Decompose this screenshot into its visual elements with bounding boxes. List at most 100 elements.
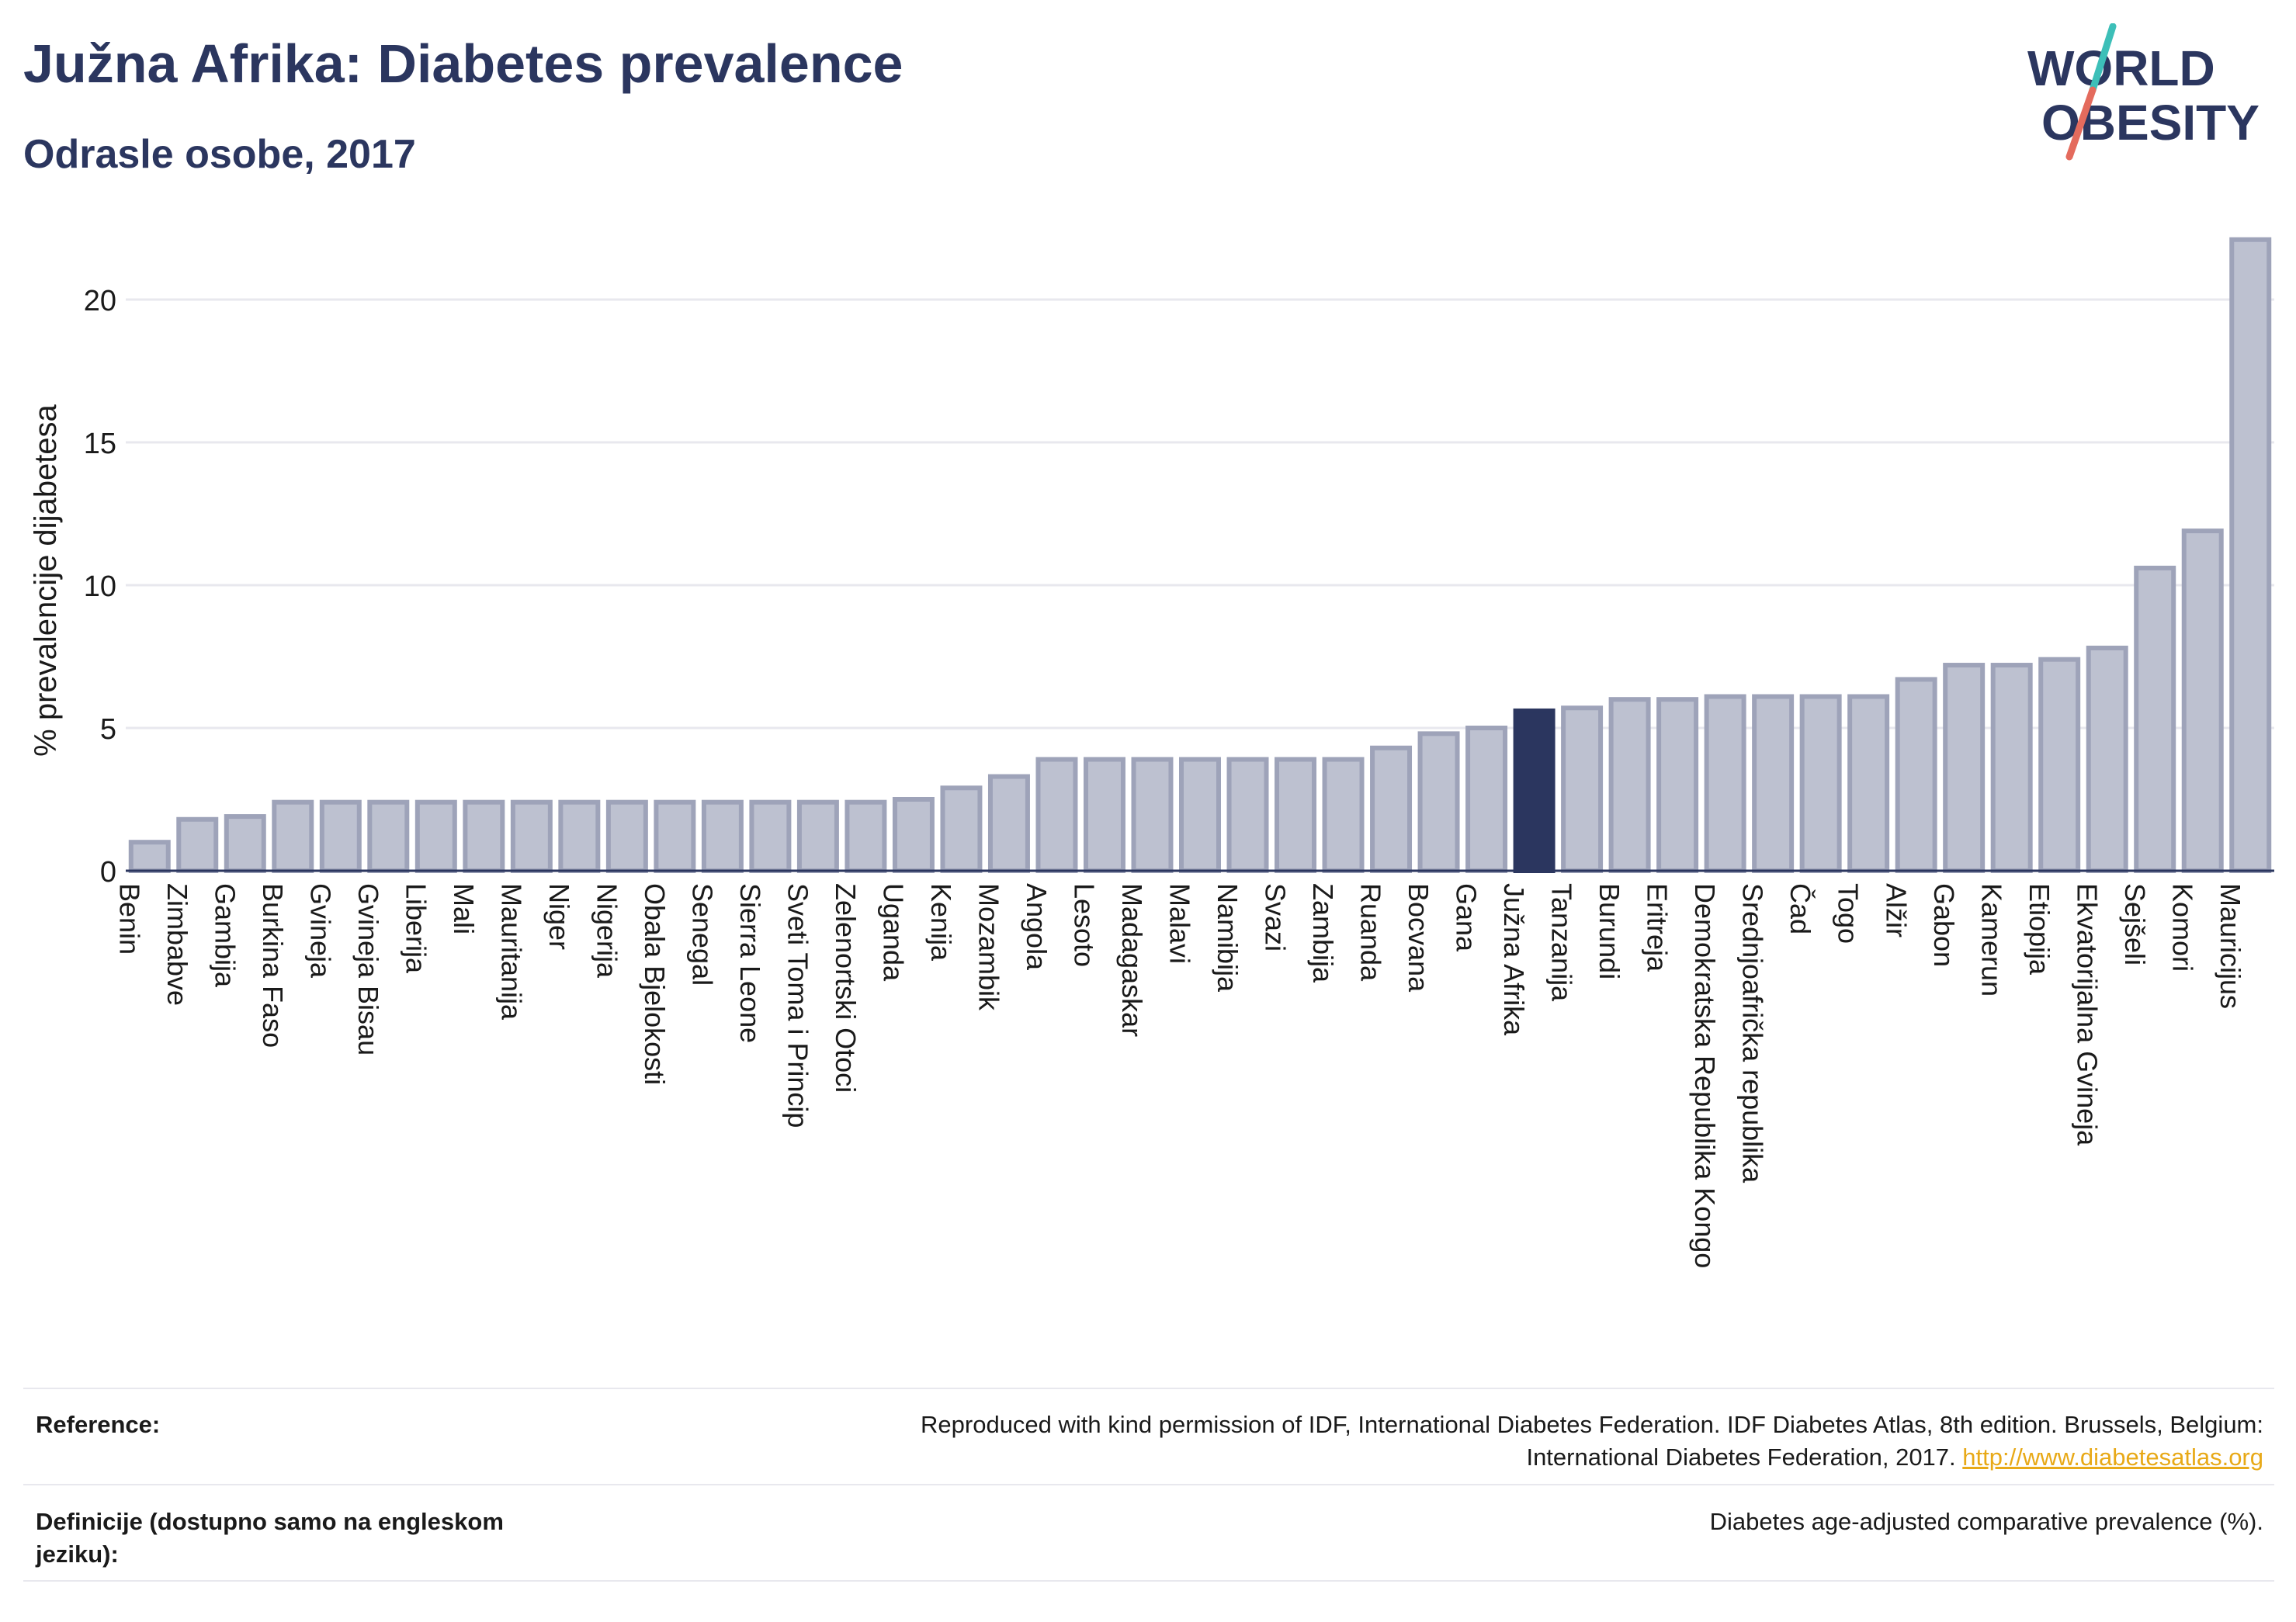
bar-gambija xyxy=(224,814,266,873)
x-tick-label: Malavi xyxy=(1164,883,1196,964)
bar-bocvana xyxy=(1417,731,1460,873)
x-tick-label: Gvineja xyxy=(304,883,336,979)
bar-uganda xyxy=(892,797,935,873)
bar-malavi xyxy=(1179,757,1221,873)
logo-text-world: WORLD xyxy=(2027,40,2215,96)
bars xyxy=(128,237,2272,874)
bar-etiopija xyxy=(2038,657,2081,873)
bar-benin xyxy=(128,840,171,873)
bar-gvineja xyxy=(319,799,362,874)
bar-namibija xyxy=(1226,757,1269,873)
x-tick-label: Niger xyxy=(543,883,575,950)
x-tick-label: Namibija xyxy=(1212,883,1243,993)
x-tick-label: Burundi xyxy=(1594,883,1625,979)
x-tick-label: Mauricijus xyxy=(2214,883,2246,1009)
bar-burkina-faso xyxy=(272,799,314,874)
bar-niger xyxy=(558,799,601,874)
bar-zimbabve xyxy=(176,816,219,874)
x-tick-label: Burkina Faso xyxy=(257,883,289,1048)
bar-sierra-leone xyxy=(749,799,792,874)
bar-srednjoafrička-republika xyxy=(1752,694,1795,874)
x-tick-label: Etiopija xyxy=(2024,883,2055,976)
definition-label-line2: jeziku): xyxy=(36,1541,119,1568)
y-axis-label: % prevalencije dijabetesa xyxy=(29,404,63,756)
x-tick-label: Gambija xyxy=(209,883,241,988)
y-tick-label: 10 xyxy=(84,570,116,603)
x-tick-label: Senegal xyxy=(686,883,718,986)
x-tick-label: Demokratska Republika Kongo xyxy=(1689,883,1721,1268)
bar-zelenortski-otoci xyxy=(845,799,887,874)
bar-komori xyxy=(2181,529,2224,874)
chart-subtitle: Odrasle osobe, 2017 xyxy=(23,132,416,177)
bar-alžir xyxy=(1895,677,1937,873)
bar-lesoto xyxy=(1083,757,1125,873)
bar-gana xyxy=(1465,726,1508,873)
x-tick-label: Liberija xyxy=(400,883,432,974)
x-tick-label: Gabon xyxy=(1928,883,1960,967)
reference-text-line2: International Diabetes Federation, 2017.… xyxy=(921,1441,2263,1474)
x-axis-tick-labels: Benin Zimbabve Gambija Burkina Faso Gvineja G… xyxy=(113,883,2246,1268)
reference-text-line2-body: International Diabetes Federation, 2017. xyxy=(1526,1444,1956,1471)
bar-burundi xyxy=(1608,697,1651,874)
x-tick-label: Ekvatorijalna Gvineja xyxy=(2071,883,2103,1146)
bar-senegal xyxy=(701,799,744,874)
bar-demokratska-republika-kongo xyxy=(1704,694,1746,874)
footer-divider-middle xyxy=(23,1484,2274,1485)
bar-zambija xyxy=(1322,757,1365,873)
x-tick-label: Zimbabve xyxy=(161,883,193,1006)
x-tick-label: Angola xyxy=(1021,883,1053,971)
x-tick-label: Lesoto xyxy=(1069,883,1101,967)
footer-divider-bottom xyxy=(23,1580,2274,1582)
reference-label: Reference: xyxy=(36,1411,161,1438)
x-tick-label: Togo xyxy=(1833,883,1864,944)
bar-mauritanija xyxy=(510,799,553,874)
bar-madagaskar xyxy=(1131,757,1174,873)
x-tick-label: Gana xyxy=(1451,883,1483,952)
y-tick-label: 15 xyxy=(84,428,116,460)
bar-gabon xyxy=(1943,663,1986,873)
reference-link[interactable]: http://www.diabetesatlas.org xyxy=(1962,1444,2263,1471)
x-tick-label: Benin xyxy=(113,883,145,955)
bar-gvineja-bisau xyxy=(367,799,410,874)
x-tick-label: Obala Bjelokosti xyxy=(639,883,671,1085)
x-tick-label: Tanzanija xyxy=(1546,883,1578,1002)
logo-slash-teal xyxy=(2089,23,2117,94)
bar-angola xyxy=(1035,757,1078,873)
world-obesity-logo: WORLD OBESITY xyxy=(2027,23,2260,161)
reference-text: Reproduced with kind permission of IDF, … xyxy=(921,1409,2263,1474)
x-tick-label: Zambija xyxy=(1307,883,1339,983)
y-axis-ticks: 0 5 10 15 20 xyxy=(84,285,116,889)
y-tick-label: 5 xyxy=(100,713,116,746)
x-tick-label: Sveti Toma i Princip xyxy=(782,883,814,1128)
footer-divider-top xyxy=(23,1388,2274,1389)
x-tick-label: Kamerun xyxy=(1975,883,2007,996)
x-tick-label: Svazi xyxy=(1260,883,1292,951)
x-tick-label: Južna Afrika xyxy=(1498,883,1530,1036)
x-tick-label: Kenija xyxy=(925,883,957,962)
definition-label-line1: Definicije (dostupno samo na engleskom xyxy=(36,1508,504,1535)
x-tick-label: Zelenortski Otoci xyxy=(830,883,862,1093)
x-tick-label: Mali xyxy=(448,883,480,934)
logo-slash-coral xyxy=(2065,86,2097,161)
x-tick-label: Sierra Leone xyxy=(734,883,766,1043)
x-tick-label: Mozambik xyxy=(973,883,1005,1011)
x-tick-label: Srednjoafrička republika xyxy=(1737,883,1769,1184)
bar-tanzanija xyxy=(1561,705,1604,873)
bar-čad xyxy=(1799,694,1842,874)
x-tick-label: Komori xyxy=(2166,883,2198,972)
x-tick-label: Alžir xyxy=(1880,883,1912,938)
bar-južna-afrika xyxy=(1513,708,1556,873)
bar-togo xyxy=(1847,694,1890,874)
bar-chart: 0 5 10 15 20 Benin Zimbabve Gambija Burkina Fas… xyxy=(29,237,2274,1268)
definition-text: Diabetes age-adjusted comparative preval… xyxy=(1709,1508,2263,1535)
bar-sejšeli xyxy=(2134,565,2176,873)
bar-ekvatorijalna-gvineja xyxy=(2086,645,2128,874)
bar-eritreja xyxy=(1656,697,1699,874)
chart-title: Južna Afrika: Diabetes prevalence xyxy=(23,33,903,94)
bar-liberija xyxy=(414,799,457,874)
x-tick-label: Sejšeli xyxy=(2119,883,2151,965)
x-tick-label: Bocvana xyxy=(1403,883,1434,993)
x-tick-label: Eritreja xyxy=(1642,883,1673,972)
x-tick-label: Gvineja Bisau xyxy=(352,883,384,1055)
bar-obala-bjelokosti xyxy=(654,799,696,874)
